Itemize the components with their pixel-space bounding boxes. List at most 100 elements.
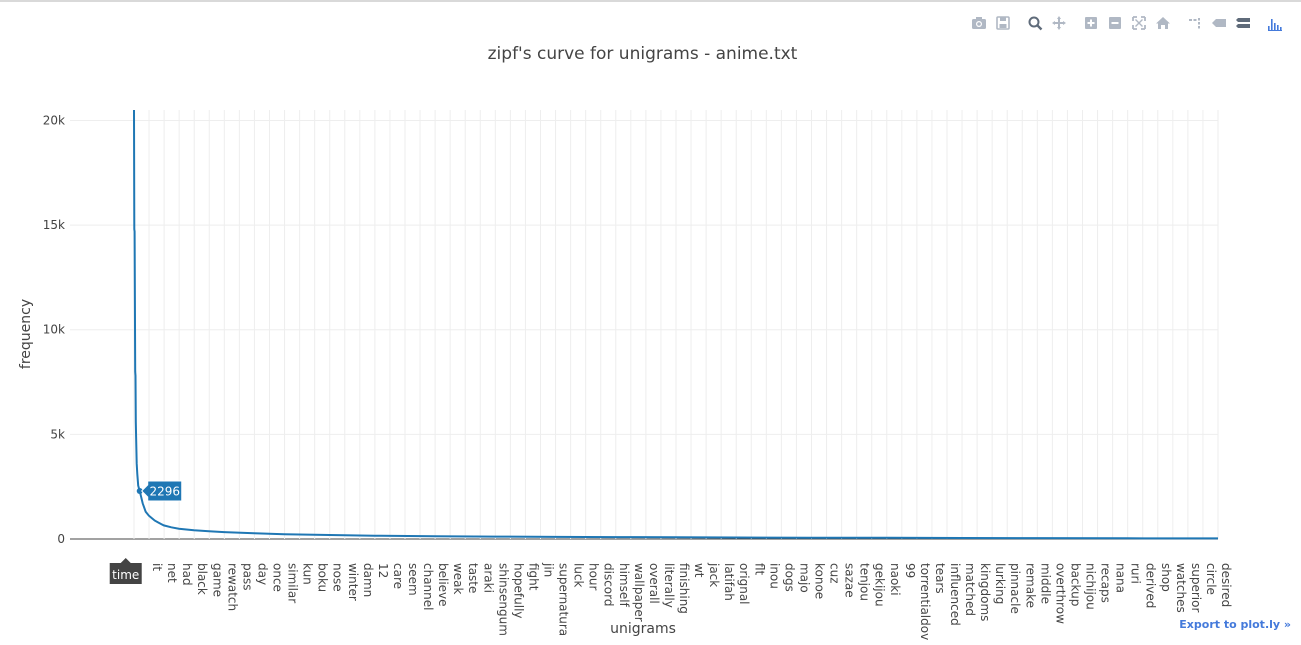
x-tick-label: cuz <box>828 563 842 584</box>
autoscale-icon[interactable] <box>1127 12 1151 34</box>
x-tick-label: winter <box>346 563 360 601</box>
home-icon[interactable] <box>1151 12 1175 34</box>
x-tick-label: middle <box>1038 563 1052 604</box>
x-tick-label: luck <box>572 563 586 588</box>
x-tick-label: hour <box>587 563 601 591</box>
x-tick-label: majo <box>797 563 811 593</box>
x-tick-label: literally <box>662 563 676 608</box>
x-tick-label: net <box>165 563 179 583</box>
x-tick-label: torrentialdov <box>918 563 932 640</box>
x-axis-ticks: . it net had black game rewatch pass day once simi… <box>135 562 1233 640</box>
hover-compare-icon[interactable] <box>1231 12 1255 34</box>
y-tick-label: 0 <box>57 532 65 546</box>
x-hover-label: time <box>112 568 139 582</box>
x-tick-label: care <box>391 563 405 589</box>
x-axis-label: unigrams <box>610 621 676 637</box>
x-tick-label: tenjou <box>858 563 872 601</box>
x-tick-label: dogs <box>782 563 796 592</box>
x-tick-label: hopefully <box>511 563 525 619</box>
x-tick-label: shinsengum <box>496 563 510 636</box>
x-tick-label: watches <box>1174 563 1188 613</box>
top-border <box>0 0 1301 2</box>
y-tick-label: 20k <box>43 113 65 127</box>
x-tick-label: channel <box>421 563 435 610</box>
x-tick-label: once <box>271 563 285 592</box>
x-tick-label: wt <box>692 563 706 578</box>
save-icon[interactable] <box>991 12 1015 34</box>
x-tick-label: kun <box>301 563 315 585</box>
x-tick-label: overall <box>647 563 661 604</box>
zoom-in-icon[interactable] <box>1079 12 1103 34</box>
x-tick-label: finishing <box>677 563 691 614</box>
modebar <box>967 12 1287 34</box>
x-tick-label: 12 <box>376 563 390 578</box>
series-group <box>133 109 1219 540</box>
x-tick-label: discord <box>602 563 616 606</box>
pan-icon[interactable] <box>1047 12 1071 34</box>
hover-point <box>136 487 143 494</box>
hover-value-label: 2296 <box>149 484 180 498</box>
x-tick-label: it <box>150 563 164 571</box>
x-tick-label: black <box>195 563 209 595</box>
x-tick-label: flt <box>752 563 766 576</box>
x-tick-label: ruri <box>1129 563 1143 584</box>
x-tick-label: gekijou <box>873 563 887 607</box>
x-tick-label: sazae <box>843 563 857 598</box>
export-link[interactable]: Export to plot.ly » <box>1179 618 1291 631</box>
series-line <box>133 109 1219 540</box>
x-tick-label: matched <box>963 563 977 616</box>
x-tick-label: similar <box>286 563 300 603</box>
x-tick-label: superior <box>1189 563 1203 612</box>
camera-icon[interactable] <box>967 12 991 34</box>
x-tick-label: lurking <box>993 563 1007 604</box>
x-tick-label: desired <box>1219 563 1233 607</box>
x-tick-label: jack <box>707 562 721 587</box>
x-tick-label: jin <box>542 562 556 577</box>
y-axis-label: frequency <box>18 299 34 369</box>
x-tick-label: inou <box>767 563 781 589</box>
zoom-out-icon[interactable] <box>1103 12 1127 34</box>
spike-lines-icon[interactable] <box>1183 12 1207 34</box>
x-tick-label: circle <box>1204 563 1218 595</box>
y-tick-label: 10k <box>43 323 65 337</box>
x-tick-label: tears <box>933 563 947 594</box>
x-tick-label: fight <box>526 563 540 591</box>
hover-label-box <box>141 480 183 502</box>
x-tick-label: nichijou <box>1084 563 1098 610</box>
x-tick-label: supernatura <box>557 563 571 636</box>
hover-closest-icon[interactable] <box>1207 12 1231 34</box>
chart-title: zipf's curve for unigrams - anime.txt <box>487 44 798 64</box>
x-grid <box>133 110 1219 539</box>
x-tick-label: nose <box>331 563 345 592</box>
plotly-logo-icon[interactable] <box>1263 12 1287 34</box>
x-tick-label: boku <box>316 563 330 592</box>
x-tick-label: wallpaper <box>632 563 646 622</box>
x-tick-label: shop <box>1159 563 1173 592</box>
x-tick-label: day <box>255 563 269 585</box>
x-tick-label: recaps <box>1099 563 1113 603</box>
x-tick-label: nana <box>1114 563 1128 593</box>
x-tick-label: seem <box>406 563 420 596</box>
x-tick-label: pass <box>240 563 254 590</box>
x-tick-label: orignal <box>737 563 751 605</box>
x-tick-label: taste <box>466 563 480 593</box>
zoom-icon[interactable] <box>1023 12 1047 34</box>
x-tick-label: believe <box>436 563 450 607</box>
x-tick-label: damn <box>361 563 375 597</box>
y-tick-label: 15k <box>43 218 65 232</box>
x-tick-label: derived <box>1144 563 1158 608</box>
x-tick-label: himself <box>617 563 631 608</box>
hover-group: 2296 time <box>109 480 183 584</box>
x-tick-label: backup <box>1068 563 1082 606</box>
x-tick-label: kingdoms <box>978 563 992 621</box>
y-grid <box>70 119 1218 540</box>
x-tick-label: influenced <box>948 563 962 626</box>
x-tick-label: had <box>180 563 194 586</box>
x-tick-label: araki <box>481 563 495 593</box>
x-tick-label: remake <box>1023 563 1037 608</box>
x-tick-label: pinnacle <box>1008 563 1022 614</box>
y-tick-label: 5k <box>50 427 65 441</box>
x-tick-label: konoe <box>813 563 827 599</box>
x-tick-label: naoki <box>888 563 902 596</box>
